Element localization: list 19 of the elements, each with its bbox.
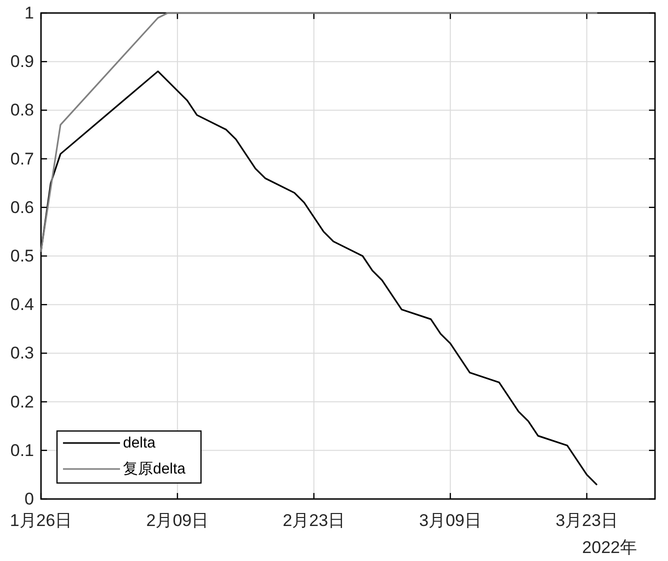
x-tick-label: 3月23日 (556, 511, 618, 530)
text: 2022年 (582, 538, 637, 557)
y-tick-label: 0.9 (10, 52, 34, 72)
y-tick-label: 0.1 (10, 440, 34, 460)
legend-label: 复原delta (123, 460, 186, 478)
y-tick-label: 0.7 (10, 149, 34, 168)
y-tick-label: 0 (24, 490, 34, 508)
legend-label: delta (123, 434, 156, 452)
y-tick-label: 0.8 (10, 100, 34, 120)
y-tick-label: 0.2 (10, 392, 34, 412)
x-tick-label: 2月23日 (282, 511, 346, 530)
y-tick-label: 0.6 (10, 198, 34, 217)
x-tick-label: 2月09日 (146, 511, 209, 530)
y-tick-label: 0.3 (10, 344, 34, 363)
y-tick-label: 0.4 (10, 295, 34, 314)
x-tick-label: 3月09日 (419, 511, 482, 530)
y-tick-label: 0.5 (10, 246, 34, 266)
x-tick-label: 1月26日 (10, 511, 72, 530)
y-tick-label: 1 (24, 4, 34, 22)
